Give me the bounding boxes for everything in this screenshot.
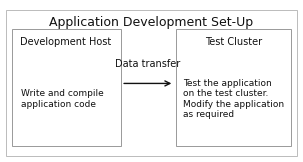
Text: Development Host: Development Host [20, 37, 111, 47]
Text: Test the application
on the test cluster.
Modify the application
as required: Test the application on the test cluster… [183, 79, 285, 119]
Text: Test Cluster: Test Cluster [205, 37, 262, 47]
Text: Write and compile
application code: Write and compile application code [21, 89, 104, 109]
Bar [12, 29, 121, 146]
Bar [176, 29, 291, 146]
Text: Application Development Set-Up: Application Development Set-Up [49, 16, 254, 29]
Text: Data transfer: Data transfer [115, 59, 180, 69]
